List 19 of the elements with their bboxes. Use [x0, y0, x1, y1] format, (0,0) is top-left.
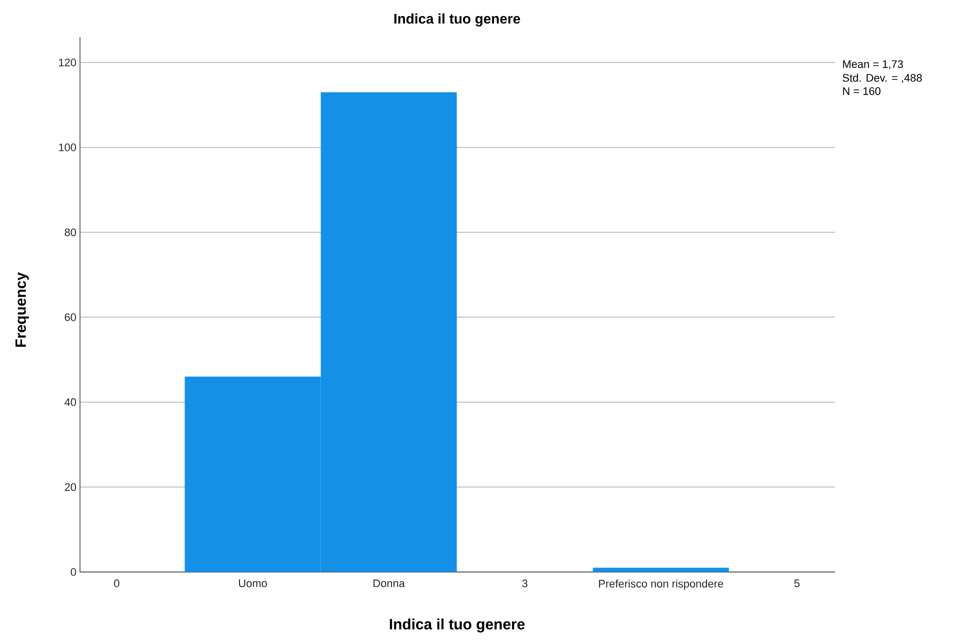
y-tick-label: 40 [64, 398, 76, 406]
x-tick-label: 3 [522, 580, 528, 588]
y-tick-label: 0 [70, 568, 76, 576]
x-tick-label: 0 [114, 580, 120, 588]
x-tick-label: 5 [794, 580, 800, 588]
x-axis-title: Indica il tuo genere [390, 618, 525, 632]
text: N = 160 [843, 87, 880, 95]
x-tick-label: Donna [374, 580, 405, 588]
text: Std. Dev. = ,488 [842, 74, 922, 84]
y-tick-label: 20 [64, 483, 76, 491]
y-tick-label: 80 [64, 228, 76, 236]
y-axis-title: Frequency [16, 272, 29, 347]
chart-title: Indica il tuo genere [394, 13, 520, 26]
text: Mean = 1,73 [843, 60, 903, 70]
x-tick-label: Uomo [238, 580, 267, 588]
y-tick-label: 60 [64, 313, 76, 322]
x-tick-label: Preferisco non rispondere [599, 580, 724, 590]
y-tick-label: 100 [59, 144, 76, 152]
y-tick-label: 120 [59, 58, 76, 66]
